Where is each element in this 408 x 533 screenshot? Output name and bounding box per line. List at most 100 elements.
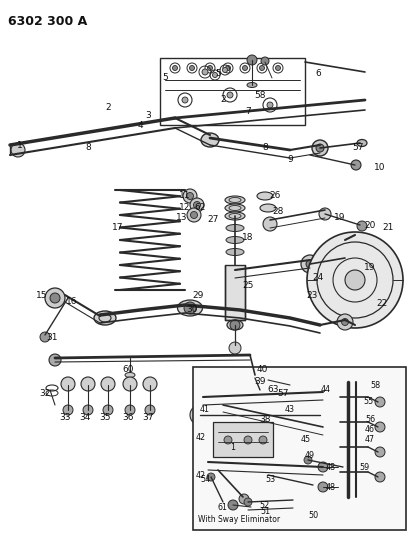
Ellipse shape xyxy=(225,196,245,204)
Circle shape xyxy=(319,208,331,220)
Circle shape xyxy=(259,66,264,70)
Text: 43: 43 xyxy=(285,405,295,414)
Text: 39: 39 xyxy=(254,377,266,386)
Ellipse shape xyxy=(94,311,116,325)
Text: 32: 32 xyxy=(39,389,51,398)
Text: 6: 6 xyxy=(315,69,321,78)
Circle shape xyxy=(357,221,367,231)
Circle shape xyxy=(375,472,385,482)
Circle shape xyxy=(318,482,328,492)
Circle shape xyxy=(375,422,385,432)
Circle shape xyxy=(375,397,385,407)
Circle shape xyxy=(50,293,60,303)
Circle shape xyxy=(345,270,365,290)
Circle shape xyxy=(239,494,249,504)
Ellipse shape xyxy=(313,411,328,419)
Circle shape xyxy=(202,69,208,75)
Ellipse shape xyxy=(201,133,219,147)
Text: 29: 29 xyxy=(192,292,204,301)
Text: 9: 9 xyxy=(287,156,293,165)
Bar xyxy=(225,265,245,320)
Text: 10: 10 xyxy=(374,163,386,172)
Text: 55: 55 xyxy=(363,398,373,407)
Circle shape xyxy=(190,405,210,425)
Text: 17: 17 xyxy=(112,223,124,232)
Text: 46: 46 xyxy=(365,424,375,433)
Text: 60: 60 xyxy=(122,366,134,375)
Circle shape xyxy=(193,201,200,208)
Circle shape xyxy=(183,189,197,203)
Circle shape xyxy=(83,405,93,415)
Circle shape xyxy=(189,66,195,70)
Circle shape xyxy=(186,192,193,199)
Ellipse shape xyxy=(225,204,245,212)
Circle shape xyxy=(208,66,213,70)
Text: 18: 18 xyxy=(242,232,254,241)
Text: 42: 42 xyxy=(196,471,206,480)
Circle shape xyxy=(143,377,157,391)
Ellipse shape xyxy=(247,83,257,87)
Ellipse shape xyxy=(225,212,245,220)
Circle shape xyxy=(125,405,135,415)
Circle shape xyxy=(257,387,267,397)
Circle shape xyxy=(247,55,257,65)
Text: 4: 4 xyxy=(137,120,143,130)
Ellipse shape xyxy=(226,224,244,231)
Text: 19: 19 xyxy=(364,263,376,272)
Text: 7: 7 xyxy=(245,108,251,117)
Circle shape xyxy=(81,377,95,391)
Text: 25: 25 xyxy=(242,280,254,289)
Text: 26: 26 xyxy=(269,190,281,199)
Circle shape xyxy=(318,462,328,472)
Ellipse shape xyxy=(260,204,276,212)
Circle shape xyxy=(49,354,61,366)
Circle shape xyxy=(375,447,385,457)
Circle shape xyxy=(103,405,113,415)
Text: 28: 28 xyxy=(272,207,284,216)
Circle shape xyxy=(316,144,324,152)
Text: 2: 2 xyxy=(220,95,226,104)
Text: 52: 52 xyxy=(260,500,270,510)
Circle shape xyxy=(242,66,248,70)
Circle shape xyxy=(249,372,261,384)
Circle shape xyxy=(228,500,238,510)
Text: 50: 50 xyxy=(308,511,318,520)
Text: 30: 30 xyxy=(186,305,198,314)
Circle shape xyxy=(261,57,269,65)
Text: 6302 300 A: 6302 300 A xyxy=(8,15,87,28)
Text: 36: 36 xyxy=(122,414,134,423)
Text: 20: 20 xyxy=(364,221,376,230)
Circle shape xyxy=(123,377,137,391)
Text: 59: 59 xyxy=(360,463,370,472)
Circle shape xyxy=(259,436,267,444)
Text: 37: 37 xyxy=(142,414,154,423)
Circle shape xyxy=(263,217,277,231)
Circle shape xyxy=(224,436,232,444)
Circle shape xyxy=(307,232,403,328)
Text: 16: 16 xyxy=(66,297,78,306)
Ellipse shape xyxy=(257,192,273,200)
Text: 58: 58 xyxy=(370,381,380,390)
Text: 42: 42 xyxy=(196,432,206,441)
Bar xyxy=(213,422,273,457)
Circle shape xyxy=(63,405,73,415)
Text: 35: 35 xyxy=(99,414,111,423)
Text: 57: 57 xyxy=(352,143,364,152)
Text: 23: 23 xyxy=(306,290,318,300)
Circle shape xyxy=(244,498,252,506)
Text: 1: 1 xyxy=(17,141,23,149)
Circle shape xyxy=(145,405,155,415)
Text: 1: 1 xyxy=(231,442,235,451)
Text: 33: 33 xyxy=(59,414,71,423)
Ellipse shape xyxy=(226,248,244,255)
Circle shape xyxy=(45,288,65,308)
Ellipse shape xyxy=(226,237,244,244)
Circle shape xyxy=(304,456,312,464)
Text: 8: 8 xyxy=(85,143,91,152)
Text: With Sway Eliminator: With Sway Eliminator xyxy=(198,515,280,524)
Text: 48: 48 xyxy=(326,463,336,472)
Circle shape xyxy=(11,143,25,157)
Circle shape xyxy=(187,208,201,222)
Text: 19: 19 xyxy=(334,214,346,222)
Text: 38: 38 xyxy=(259,416,271,424)
